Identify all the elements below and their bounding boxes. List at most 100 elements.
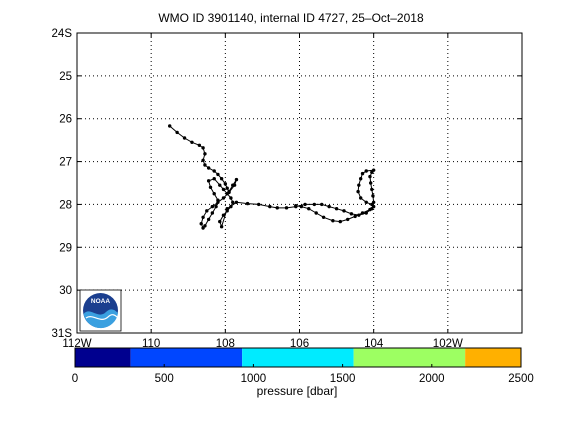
track-point	[294, 204, 298, 208]
y-tick-label: 26	[59, 114, 72, 126]
colorbar-tick-label: 2500	[508, 373, 534, 385]
track-point	[229, 204, 233, 209]
y-tick-label: 25	[59, 71, 72, 83]
track-point	[208, 185, 213, 189]
float-track	[168, 124, 376, 230]
x-tick-label: 102W	[433, 338, 463, 350]
track-point	[210, 211, 215, 215]
track-point	[307, 207, 311, 211]
y-tick-label: 27	[59, 157, 72, 169]
noaa-logo-wave-line	[85, 314, 118, 321]
y-tick-label: 24S	[52, 28, 73, 40]
track-point	[314, 211, 318, 215]
track-point	[225, 186, 229, 190]
noaa-logo: NOAA	[79, 289, 122, 332]
track-point	[214, 204, 218, 209]
x-tick-label: 106	[290, 338, 309, 350]
track-point	[182, 136, 187, 140]
track-point	[216, 198, 220, 202]
track-point	[284, 206, 289, 210]
track-point	[206, 217, 211, 222]
track-point	[203, 152, 207, 156]
track-point	[199, 222, 203, 226]
track-point	[357, 183, 361, 187]
colorbar-tick-label: 1500	[330, 373, 356, 385]
colorbar-label: pressure [dbar]	[257, 384, 338, 398]
track-point	[360, 171, 365, 176]
track-point	[331, 219, 335, 223]
colorbar-tick-label: 0	[72, 373, 78, 385]
track-point	[219, 225, 224, 229]
colorbar-band	[465, 348, 521, 367]
track-point	[212, 177, 216, 181]
track-point	[327, 204, 331, 209]
y-tick-label: 30	[59, 285, 72, 297]
track-point	[225, 207, 229, 211]
x-tick-label: 108	[216, 338, 235, 350]
x-tick-label: 112W	[62, 338, 91, 350]
x-tick-label: 104	[364, 338, 384, 350]
track-point	[231, 200, 235, 204]
track-point	[206, 179, 211, 183]
y-axis-ticks: 24S 25 26 27 28 29 30 31S	[52, 28, 522, 340]
track-point	[360, 211, 365, 215]
colorbar-tick-label: 500	[155, 373, 174, 385]
track-point	[369, 181, 373, 185]
colorbar-band	[130, 348, 243, 367]
track-point	[370, 187, 374, 192]
track-point	[229, 196, 233, 200]
y-tick-label: 29	[59, 242, 72, 254]
track-point	[168, 124, 172, 128]
track-point	[221, 187, 226, 192]
track-point	[371, 194, 375, 198]
track-point	[342, 209, 346, 213]
track-point	[275, 206, 279, 210]
track-point	[219, 177, 224, 181]
track-point	[201, 158, 205, 162]
track-point	[303, 202, 307, 207]
track-point	[197, 143, 202, 147]
noaa-logo-text: NOAA	[91, 298, 110, 305]
track-point	[210, 204, 215, 209]
y-tick-label: 31S	[52, 328, 73, 340]
track-point	[349, 212, 354, 216]
track-point	[212, 192, 216, 196]
colorbar-band	[353, 348, 466, 367]
track-point	[218, 219, 222, 224]
track-point	[232, 183, 237, 187]
track-point	[320, 202, 324, 207]
y-tick-label: 28	[59, 199, 72, 211]
track-point	[268, 204, 272, 209]
track-point	[371, 168, 376, 172]
track-point	[312, 202, 317, 207]
track-point	[221, 196, 226, 200]
track-point	[346, 217, 350, 222]
track-point	[358, 196, 363, 200]
track-point	[353, 214, 357, 219]
track-point	[221, 213, 226, 217]
track-point	[364, 200, 368, 204]
track-point	[175, 130, 179, 135]
colorbar-tick-label: 1000	[241, 373, 267, 385]
colorbar-band	[75, 348, 131, 367]
track-point	[357, 213, 361, 217]
track-point	[368, 174, 372, 179]
track-point	[358, 177, 363, 181]
track-point	[203, 163, 207, 167]
track-point	[234, 177, 239, 182]
track-point	[225, 192, 229, 196]
track-point	[334, 207, 339, 211]
chart-title: WMO ID 3901140, internal ID 4727, 25–Oct…	[158, 11, 424, 25]
track-point	[216, 172, 220, 177]
track-point	[368, 207, 372, 212]
x-axis-ticks: 112W 110 108 106 104 102W	[62, 33, 463, 350]
x-tick-label: 110	[142, 338, 160, 350]
track-point	[299, 204, 304, 209]
colorbar-band	[242, 348, 354, 367]
track-point	[371, 204, 376, 209]
track-point	[212, 169, 216, 173]
track-point	[223, 182, 228, 186]
track-point	[257, 202, 261, 207]
